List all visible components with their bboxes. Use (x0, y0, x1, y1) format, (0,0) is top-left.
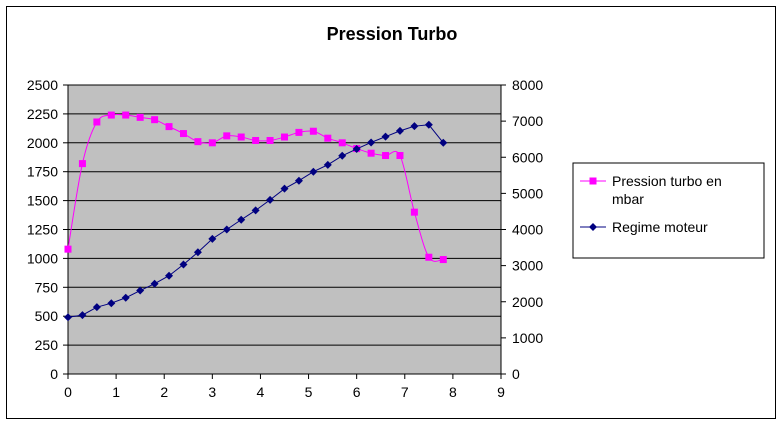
y-right-tick-label: 3000 (512, 258, 543, 274)
turbo-point (107, 111, 115, 119)
turbo-point (237, 133, 245, 141)
turbo-point (266, 136, 274, 144)
x-tick-label: 7 (401, 384, 409, 400)
regime-point (280, 184, 289, 193)
y-left-tick-label: 1500 (27, 193, 58, 209)
regime-point (323, 160, 332, 169)
x-tick-label: 3 (208, 384, 216, 400)
legend-label: Pression turbo en mbar (612, 173, 722, 207)
y-left-tick-label: 2500 (27, 77, 58, 93)
turbo-point (194, 138, 202, 146)
regime-point (309, 167, 318, 176)
regime-point (352, 144, 361, 153)
turbo-point (309, 127, 317, 135)
y-right-tick-label: 2000 (512, 294, 543, 310)
axes: 0 1 2 3 4 5 6 7 8 9025050075010001250150017502000… (27, 77, 544, 400)
turbo-point (136, 113, 144, 121)
y-left-tick-label: 0 (50, 366, 58, 382)
regime-point (92, 303, 101, 312)
y-right-tick-label: 6000 (512, 149, 543, 165)
regime-point (64, 313, 72, 322)
regime-point (237, 215, 246, 224)
chart-title: Pression Turbo (327, 24, 458, 44)
x-tick-label: 6 (353, 384, 361, 400)
y-left-tick-label: 2250 (27, 106, 58, 122)
turbo-point (367, 149, 375, 157)
regime-point (78, 311, 87, 320)
regime-point (222, 225, 231, 234)
turbo-point (208, 139, 216, 147)
y-right-tick-label: 8000 (512, 77, 543, 93)
x-tick-label: 9 (497, 384, 505, 400)
regime-point (367, 138, 376, 147)
series-layer (64, 111, 448, 322)
turbo-point (281, 133, 288, 141)
legend-box (572, 162, 765, 259)
regime-point (266, 195, 275, 204)
regime-point (107, 299, 116, 308)
y-right-tick-label: 5000 (512, 185, 543, 201)
y-right-tick-label: 4000 (512, 222, 543, 238)
turbo-point (165, 123, 173, 131)
regime-point (424, 120, 433, 129)
regime-point (150, 279, 159, 288)
turbo-point (179, 130, 187, 138)
y-left-tick-label: 250 (35, 337, 59, 353)
regime-point (136, 286, 145, 295)
y-right-tick-label: 1000 (512, 330, 543, 346)
x-tick-label: 2 (160, 384, 168, 400)
turbo-point (93, 118, 101, 126)
x-tick-label: 8 (449, 384, 457, 400)
turbo-point (425, 253, 433, 261)
turbo-point (439, 256, 447, 264)
y-left-tick-label: 750 (35, 279, 59, 295)
regime-point (338, 151, 347, 160)
y-left-tick-label: 1250 (27, 222, 58, 238)
legend-turbo: Pression turbo en mbar (580, 173, 722, 207)
turbo-point (151, 116, 159, 124)
y-left-tick-label: 2000 (27, 135, 58, 151)
legend-label: Regime moteur (612, 219, 708, 235)
x-tick-label: 0 (64, 384, 72, 400)
legend: Pression turbo en mbar Regime moteur (580, 173, 722, 235)
x-tick-label: 4 (257, 384, 265, 400)
regime-point (193, 248, 202, 257)
legend-marker (589, 177, 597, 185)
y-left-tick-label: 1000 (27, 250, 58, 266)
regime-point (179, 260, 188, 269)
regime-point (439, 138, 448, 147)
turbo-point (382, 152, 390, 160)
turbo-point (122, 111, 130, 119)
y-right-tick-label: 0 (512, 366, 520, 382)
y-left-tick-label: 500 (35, 308, 59, 324)
turbo-point (252, 136, 260, 144)
regime-point (395, 126, 404, 135)
turbo-point (396, 152, 404, 160)
regime-point (121, 293, 130, 302)
legend-marker (589, 223, 597, 231)
regime-point (208, 234, 217, 243)
regime-point (294, 176, 303, 185)
x-tick-label: 1 (112, 384, 120, 400)
turbo-point (223, 132, 231, 140)
y-left-tick-label: 1750 (27, 164, 58, 180)
turbo-point (64, 245, 72, 253)
turbo-point (324, 134, 332, 142)
regime-point (381, 132, 390, 141)
y-right-tick-label: 7000 (512, 113, 543, 129)
turbo-point (410, 208, 418, 216)
regime-point (165, 271, 174, 280)
regime-point (410, 122, 419, 131)
x-tick-label: 5 (305, 384, 313, 400)
turbo-point (78, 160, 86, 168)
turbo-point (338, 139, 346, 147)
turbo-point (295, 128, 303, 136)
legend-regime: Regime moteur (580, 219, 708, 235)
regime-point (251, 206, 260, 215)
